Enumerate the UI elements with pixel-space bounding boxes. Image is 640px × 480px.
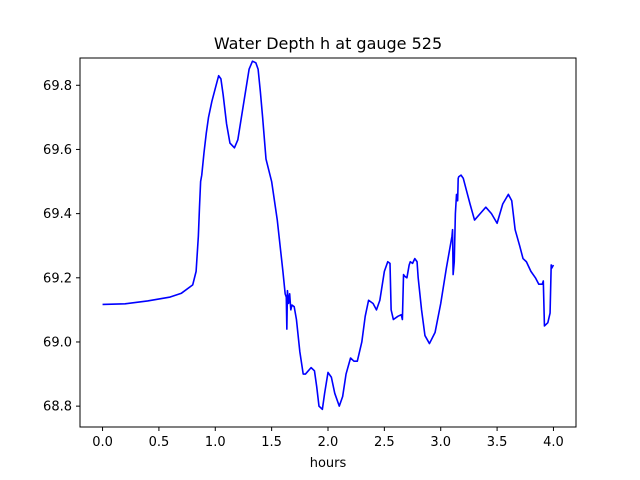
x-axis-title: hours [310, 456, 347, 471]
x-tick-label: 0.0 [92, 435, 113, 450]
plot-frame [79, 57, 577, 428]
x-tick-label: 3.0 [430, 435, 451, 450]
x-tick-label: 1.5 [261, 435, 282, 450]
x-tick-label: 2.0 [318, 435, 339, 450]
y-tick-label: 69.2 [43, 271, 72, 286]
x-tick-label: 1.0 [205, 435, 226, 450]
chart-title: Water Depth h at gauge 525 [214, 34, 442, 53]
y-tick-label: 69.8 [43, 79, 72, 94]
y-axis-ticks: 68.8 69.0 69.2 69.4 69.6 69.8 [43, 79, 80, 415]
series-layer [102, 60, 555, 411]
x-axis-ticks: 0.0 0.5 1.0 1.5 2.0 2.5 3.0 3.5 4.0 [92, 427, 564, 450]
x-tick-label: 4.0 [543, 435, 564, 450]
x-tick-label: 0.5 [149, 435, 170, 450]
y-tick-label: 68.8 [43, 400, 72, 415]
x-tick-label: 2.5 [374, 435, 395, 450]
series-line-0 [102, 60, 555, 411]
y-tick-label: 69.0 [43, 335, 72, 350]
x-tick-label: 3.5 [487, 435, 508, 450]
y-tick-label: 69.4 [43, 207, 72, 222]
y-tick-label: 69.6 [43, 143, 72, 158]
